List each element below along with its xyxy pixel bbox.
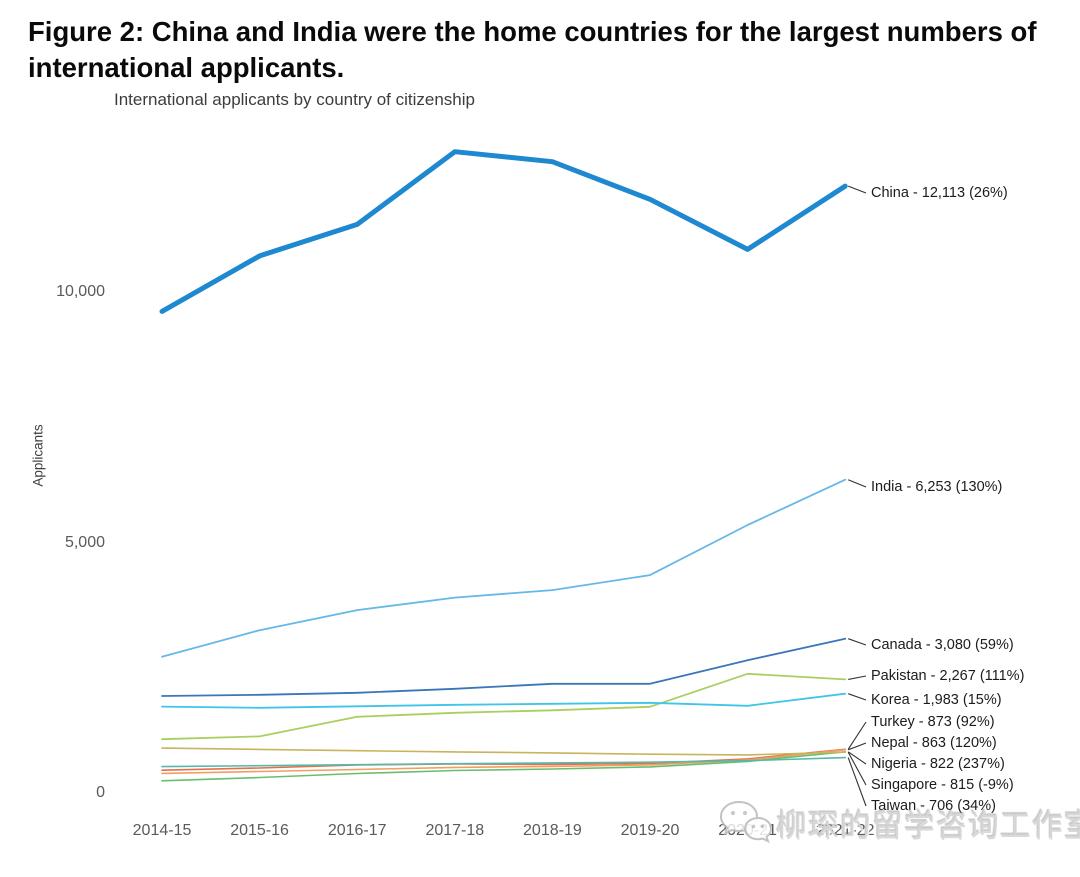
figure-title: Figure 2: China and India were the home … [28,14,1058,86]
label-leader-pakistan [848,675,867,680]
y-tick-0: 0 [96,784,105,801]
figure-title-line2: international applicants. [28,52,345,83]
chart-title: International applicants by country of c… [114,90,475,109]
series-label-nigeria: Nigeria - 822 (237%) [871,756,1005,772]
x-tick-2014-15: 2014-15 [132,822,192,839]
label-leader-taiwan [847,757,867,807]
series-label-nepal: Nepal - 863 (120%) [871,735,997,751]
line-turkey [161,748,847,772]
x-tick-2021-22: 2021-22 [815,822,875,839]
y-tick-10000: 10,000 [56,283,105,300]
x-tick-2019-20: 2019-20 [620,822,680,839]
line-china [159,149,848,314]
label-leader-turkey [847,721,867,750]
series-label-pakistan: Pakistan - 2,267 (111%) [871,668,1025,684]
label-leader-nigeria [847,751,867,765]
line-singapore [161,747,847,756]
label-leader-china [848,185,867,194]
series-label-taiwan: Taiwan - 706 (34%) [871,798,996,814]
line-india [161,478,847,658]
label-leader-korea [848,693,867,701]
line-pakistan [161,672,847,741]
figure-title-line1: Figure 2: China and India were the home … [28,16,1037,47]
label-leader-singapore [847,751,867,786]
label-leader-nepal [848,742,867,751]
line-taiwan [161,756,847,768]
line-canada [161,637,847,697]
x-tick-2016-17: 2016-17 [327,822,387,839]
x-tick-2018-19: 2018-19 [523,822,582,839]
line-korea [161,692,847,709]
series-label-singapore: Singapore - 815 (-9%) [871,777,1014,793]
line-nigeria [161,750,847,782]
series-label-canada: Canada - 3,080 (59%) [871,637,1014,653]
x-tick-2020-21: 2020-21 [718,822,777,839]
label-leader-india [847,479,867,488]
x-tick-2015-16: 2015-16 [230,822,289,839]
y-tick-5000: 5,000 [64,533,105,551]
series-label-india: India - 6,253 (130%) [871,479,1003,495]
series-label-turkey: Turkey - 873 (92%) [871,714,995,730]
label-leader-canada [848,638,867,646]
x-tick-2017-18: 2017-18 [425,822,485,839]
series-label-korea: Korea - 1,983 (15%) [871,692,1002,708]
series-label-china: China - 12,113 (26%) [871,185,1008,201]
